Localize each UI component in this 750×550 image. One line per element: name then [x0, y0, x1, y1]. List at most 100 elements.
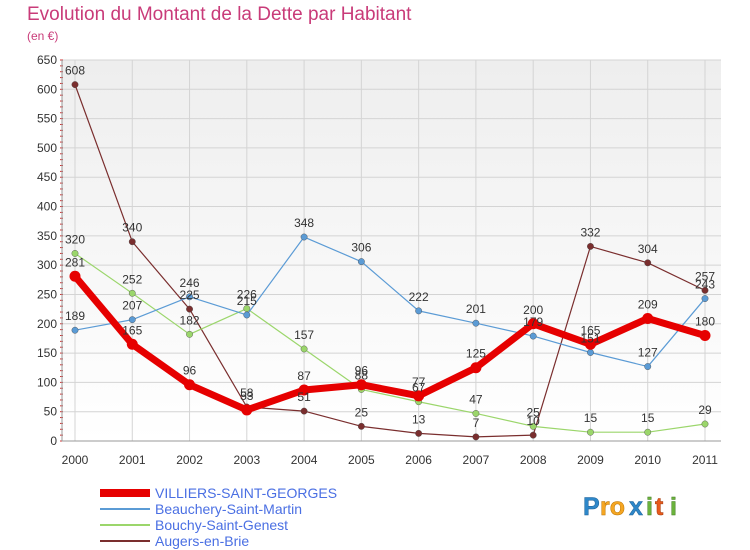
x-tick-label: 2011 [692, 453, 718, 467]
chart-subtitle: (en €) [27, 29, 59, 43]
data-point [472, 410, 480, 417]
data-point [355, 379, 367, 391]
data-label: 96 [355, 364, 369, 378]
plot-area [62, 60, 721, 441]
data-point [644, 428, 652, 436]
data-label: 209 [638, 297, 658, 311]
x-tick-label: 2000 [62, 453, 89, 467]
data-point [186, 293, 193, 301]
data-point [243, 311, 251, 319]
data-point [472, 319, 480, 327]
data-label: 15 [641, 411, 655, 425]
data-label: 257 [695, 269, 715, 283]
data-label: 201 [466, 302, 486, 316]
data-point [186, 305, 193, 313]
svg-text:P: P [583, 493, 600, 521]
data-point [644, 363, 652, 370]
x-tick-label: 2009 [577, 453, 604, 467]
data-point [71, 250, 79, 257]
data-point [241, 404, 253, 416]
x-tick-label: 2002 [176, 453, 203, 467]
y-tick-label: 350 [37, 229, 57, 243]
data-label: 51 [297, 390, 311, 404]
data-point [527, 318, 539, 330]
series-line-beauchery-saint-martin [74, 236, 706, 368]
data-point [298, 384, 310, 396]
svg-text:ro: ro [600, 493, 625, 521]
data-point [644, 259, 652, 267]
svg-text:i: i [670, 493, 677, 521]
chart-title: Evolution du Montant de la Dette par Hab… [27, 4, 412, 25]
data-point [126, 338, 138, 350]
data-label: 29 [698, 403, 712, 417]
data-label: 10 [527, 414, 541, 428]
data-label: 215 [237, 294, 257, 308]
data-label: 348 [294, 216, 314, 230]
data-label: 243 [695, 278, 715, 292]
data-point [701, 286, 709, 294]
y-tick-label: 300 [37, 258, 57, 272]
data-point [300, 233, 308, 241]
data-point [584, 338, 596, 350]
data-label: 180 [695, 314, 715, 328]
y-tick-label: 50 [44, 405, 58, 419]
data-label: 246 [180, 276, 200, 290]
data-point [184, 379, 196, 391]
data-label: 165 [122, 323, 142, 337]
data-label: 88 [355, 368, 369, 382]
data-label: 15 [584, 411, 598, 425]
data-point [413, 390, 425, 402]
data-label: 96 [183, 364, 197, 378]
data-label: 207 [122, 299, 142, 313]
y-tick-label: 250 [37, 287, 57, 301]
data-point [186, 330, 193, 338]
y-tick-label: 400 [37, 200, 57, 214]
x-tick-label: 2008 [520, 453, 547, 467]
data-label: 182 [180, 313, 200, 327]
x-tick-label: 2007 [463, 453, 490, 467]
data-point [71, 81, 79, 89]
series-line-augers-en-brie [74, 84, 706, 438]
data-label: 189 [65, 309, 85, 323]
data-label: 125 [466, 347, 486, 361]
y-tick-label: 150 [37, 346, 57, 360]
data-label: 165 [580, 323, 600, 337]
svg-text:i: i [646, 493, 653, 521]
y-tick-label: 0 [50, 434, 57, 448]
data-point [71, 326, 79, 334]
data-label: 127 [638, 346, 658, 360]
legend-label: VILLIERS-SAINT-GEORGES [155, 485, 337, 501]
data-label: 222 [409, 290, 429, 304]
data-point [587, 428, 594, 436]
data-label: 332 [580, 225, 600, 239]
data-point [415, 307, 423, 315]
x-tick-label: 2005 [348, 453, 375, 467]
y-tick-label: 500 [37, 141, 57, 155]
x-tick-label: 2010 [634, 453, 661, 467]
data-label: 87 [297, 369, 311, 383]
data-label: 340 [122, 221, 142, 235]
data-point [529, 431, 537, 439]
data-label: 608 [65, 64, 85, 78]
data-point [587, 242, 594, 250]
data-point [701, 295, 709, 302]
data-point [642, 312, 654, 324]
y-tick-label: 550 [37, 112, 57, 126]
data-label: 225 [180, 288, 200, 302]
data-label: 25 [527, 405, 541, 419]
data-label: 200 [523, 303, 543, 317]
data-point [357, 258, 365, 266]
data-label: 151 [580, 331, 600, 345]
legend-label: Bouchy-Saint-Genest [155, 517, 288, 533]
data-label: 47 [469, 392, 483, 406]
data-label: 7 [473, 416, 480, 430]
data-label: 179 [523, 315, 543, 329]
data-point [701, 420, 709, 428]
data-label: 252 [122, 272, 142, 286]
series-line-bouchy-saint-genest [74, 252, 706, 433]
data-point [357, 422, 365, 430]
y-tick-label: 650 [37, 53, 57, 67]
data-point [529, 422, 537, 430]
data-label: 67 [412, 381, 426, 395]
data-label: 226 [237, 288, 257, 302]
